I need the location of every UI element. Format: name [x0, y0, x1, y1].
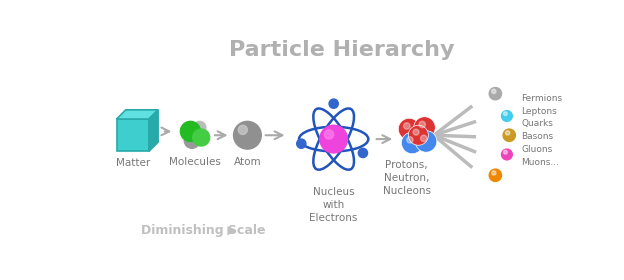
Circle shape [324, 130, 334, 139]
Text: Nucleus
with
Electrons: Nucleus with Electrons [310, 187, 358, 223]
Circle shape [413, 129, 419, 135]
Circle shape [407, 137, 413, 143]
Text: Molecules: Molecules [169, 157, 221, 167]
Circle shape [180, 122, 200, 141]
Polygon shape [117, 119, 149, 151]
Circle shape [358, 148, 368, 158]
Circle shape [233, 122, 261, 149]
Circle shape [193, 129, 210, 146]
Text: Protons,
Neutron,
Nucleons: Protons, Neutron, Nucleons [383, 160, 431, 196]
Circle shape [489, 169, 502, 181]
Circle shape [329, 99, 338, 108]
Polygon shape [227, 226, 236, 235]
Circle shape [296, 139, 306, 148]
Circle shape [319, 125, 348, 153]
Text: Atom: Atom [233, 157, 261, 167]
Circle shape [193, 122, 206, 134]
Circle shape [503, 129, 515, 141]
Circle shape [404, 123, 410, 129]
Circle shape [184, 133, 200, 148]
Circle shape [489, 88, 502, 100]
Circle shape [502, 149, 512, 160]
Text: Matter: Matter [115, 158, 150, 167]
Circle shape [504, 112, 507, 116]
Text: Particle Hierarchy: Particle Hierarchy [228, 40, 454, 60]
Circle shape [414, 117, 436, 138]
Circle shape [238, 125, 248, 134]
Polygon shape [149, 110, 158, 151]
Text: Fermions
Leptons
Quarks
Basons
Gluons
Muons...: Fermions Leptons Quarks Basons Gluons Mu… [522, 94, 563, 167]
Circle shape [504, 150, 507, 154]
Circle shape [502, 111, 512, 122]
Polygon shape [117, 110, 158, 119]
Circle shape [408, 125, 428, 145]
Text: Diminishing Scale: Diminishing Scale [141, 224, 266, 237]
Circle shape [492, 89, 496, 94]
Circle shape [421, 135, 427, 142]
Circle shape [505, 131, 510, 135]
Circle shape [419, 121, 426, 128]
Circle shape [401, 132, 423, 154]
Circle shape [492, 171, 496, 175]
Circle shape [398, 118, 420, 140]
Circle shape [416, 130, 437, 152]
